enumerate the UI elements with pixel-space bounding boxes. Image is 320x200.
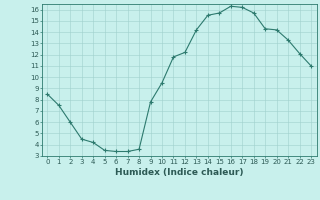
X-axis label: Humidex (Indice chaleur): Humidex (Indice chaleur): [115, 168, 244, 177]
